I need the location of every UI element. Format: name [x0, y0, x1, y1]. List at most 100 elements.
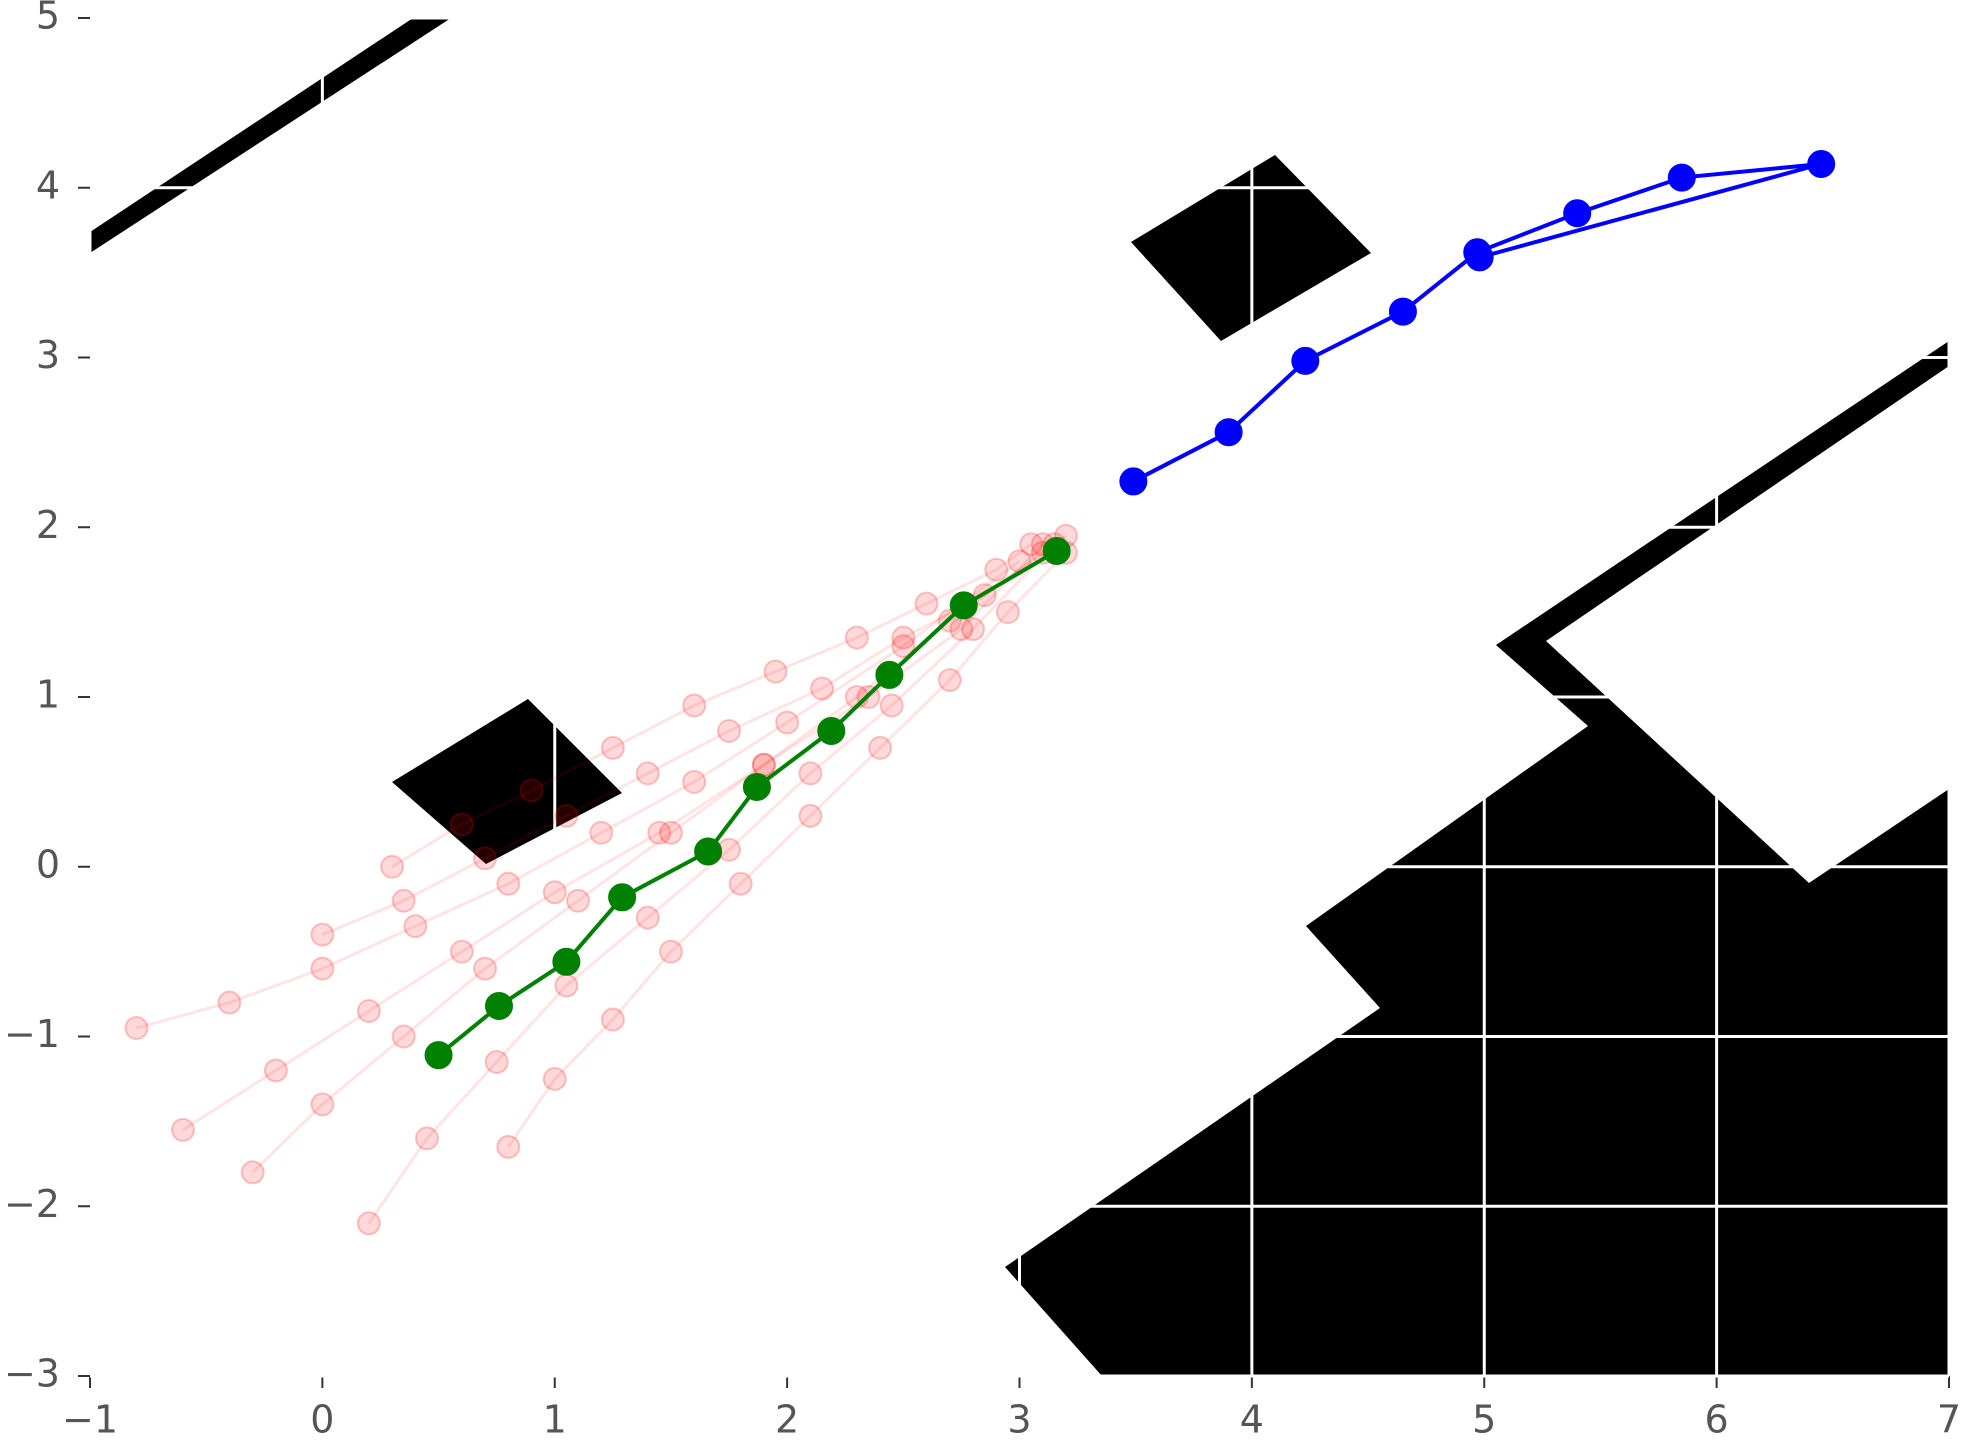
x-tick-label: −1 [62, 1398, 118, 1442]
trajectory-line [321, 534, 1067, 937]
trajectory-point [751, 752, 776, 777]
x-tick-label: 5 [1472, 1398, 1496, 1442]
trajectory-point [875, 660, 904, 689]
trajectory-point [552, 947, 581, 976]
trajectory-point [310, 922, 335, 947]
trajectory-point [658, 939, 683, 964]
trajectory-point [414, 1126, 439, 1151]
trajectory-point [694, 837, 723, 866]
y-tick-label: 1 [36, 673, 60, 717]
trajectory-point [937, 668, 962, 693]
trajectory-point [496, 871, 521, 896]
trajectory-point [914, 591, 939, 616]
trajectory-line [391, 543, 1033, 869]
y-tick-label: −1 [4, 1012, 60, 1056]
trajectory-point [124, 1016, 149, 1041]
trajectory-point [356, 999, 381, 1024]
trajectory-line [367, 543, 1056, 1225]
trajectory-point [798, 803, 823, 828]
trajectory-point [1807, 149, 1836, 178]
y-tick-label: 0 [36, 842, 60, 886]
trajectory-point [817, 716, 846, 745]
x-tick-label: 7 [1937, 1398, 1961, 1442]
x-tick-label: 4 [1240, 1398, 1264, 1442]
trajectory-point [380, 854, 405, 879]
trajectory-point [263, 1058, 288, 1083]
trajectory-point [519, 778, 544, 803]
trajectory-point [868, 735, 893, 760]
y-tick-label: 2 [36, 503, 60, 547]
trajectory-line [507, 551, 1068, 1148]
trajectory-point [775, 710, 800, 735]
y-tick-label: −2 [4, 1182, 60, 1226]
x-tick-label: 0 [310, 1398, 334, 1442]
trajectory-point [240, 1160, 265, 1185]
trajectory-point [170, 1117, 195, 1142]
trajectory-point [647, 820, 672, 845]
trajectory-line [251, 551, 1044, 1174]
trajectory-point [565, 888, 590, 913]
trajectory-point [809, 676, 834, 701]
trajectory-point [728, 871, 753, 896]
trajectory [240, 540, 1055, 1185]
trajectory-point [608, 883, 637, 912]
trajectory [356, 532, 1067, 1236]
trajectory-point [682, 693, 707, 718]
trajectory-point [484, 991, 513, 1020]
trajectory [380, 532, 1044, 879]
trajectory-point [949, 617, 974, 642]
trajectory-point [449, 939, 474, 964]
trajectory-point [763, 659, 788, 684]
trajectory [310, 523, 1078, 947]
y-tick-label: 5 [36, 0, 60, 38]
trajectory-point [879, 693, 904, 718]
trajectory-point [473, 956, 498, 981]
x-tick-label: 2 [775, 1398, 799, 1442]
trajectory-point [742, 772, 771, 801]
trajectory [1119, 149, 1836, 496]
trajectory-point [1042, 537, 1071, 566]
y-tick-label: −3 [4, 1352, 60, 1396]
trajectory-point [635, 761, 660, 786]
trajectory-point [1291, 346, 1320, 375]
trajectory-point [1388, 297, 1417, 326]
trajectory-point [658, 820, 683, 845]
trajectory-line [136, 559, 1021, 1030]
y-tick-label: 4 [36, 163, 60, 207]
trajectory-point [1465, 243, 1494, 272]
trajectory-point [310, 1092, 335, 1117]
trajectory-point [600, 1007, 625, 1032]
trajectory-point [891, 634, 916, 659]
trajectory-point [1667, 163, 1696, 192]
trajectory-point [496, 1134, 521, 1159]
trajectory-point [589, 820, 614, 845]
trajectory-point [635, 905, 660, 930]
trajectory-point [473, 846, 498, 871]
obstacle [90, 18, 451, 253]
x-tick-label: 1 [543, 1398, 567, 1442]
trajectory-point [1563, 199, 1592, 228]
x-tick-label: 3 [1007, 1398, 1031, 1442]
trajectory-point [891, 625, 916, 650]
trajectory-point [403, 914, 428, 939]
trajectory-point [798, 761, 823, 786]
trajectory-point [844, 625, 869, 650]
trajectory-point [717, 718, 742, 743]
trajectory-point [217, 990, 242, 1015]
trajectory-point [449, 812, 474, 837]
trajectory-point [554, 973, 579, 998]
obstacle [1005, 341, 1949, 1376]
y-tick-label: 3 [36, 333, 60, 377]
trajectory-point [542, 1066, 567, 1091]
trajectory-point [391, 888, 416, 913]
x-tick-label: 6 [1705, 1398, 1729, 1442]
trajectory-point [542, 880, 567, 905]
trajectory-point [949, 591, 978, 620]
trajectory [170, 532, 1055, 1142]
trajectory-point [682, 769, 707, 794]
trajectory-point [995, 600, 1020, 625]
trajectory-point [310, 956, 335, 981]
trajectory-point [424, 1041, 453, 1070]
